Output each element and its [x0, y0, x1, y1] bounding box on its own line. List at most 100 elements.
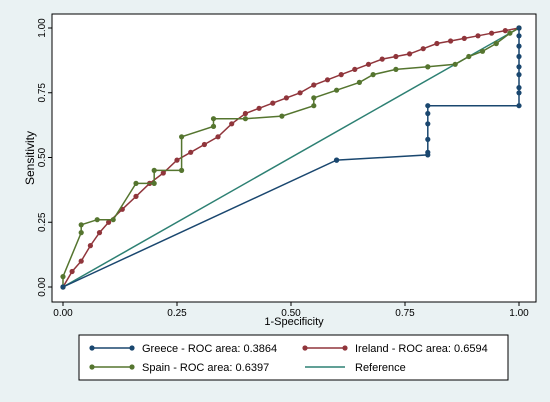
data-point	[133, 180, 139, 186]
data-point	[174, 157, 180, 163]
legend-item: Reference	[305, 362, 406, 374]
legend-item: Spain - ROC area: 0.6397	[89, 362, 269, 374]
data-point	[201, 141, 207, 148]
data-point	[475, 33, 481, 39]
data-point	[242, 116, 248, 122]
data-point	[425, 136, 431, 142]
legend-box	[78, 334, 509, 381]
data-point	[133, 193, 139, 199]
data-point	[324, 77, 331, 83]
legend-label: Spain - ROC area: 0.6397	[142, 362, 269, 374]
data-point	[334, 157, 340, 163]
data-point	[60, 284, 66, 290]
x-tick-label: 1.00	[509, 308, 529, 319]
data-point	[379, 56, 385, 62]
data-point	[489, 30, 495, 36]
legend-swatch-marker	[89, 364, 95, 370]
data-point	[466, 53, 472, 60]
legend-label: Reference	[355, 362, 406, 374]
data-point	[425, 110, 431, 117]
legend-swatch-marker	[129, 364, 135, 370]
data-point	[434, 40, 440, 47]
series-line	[62, 27, 520, 288]
x-tick-label: 0.25	[167, 308, 187, 319]
data-point	[516, 25, 522, 31]
data-point	[270, 100, 276, 106]
data-point	[502, 28, 508, 34]
data-point	[210, 123, 217, 129]
series-3	[62, 27, 520, 288]
data-point	[425, 121, 431, 127]
series-0	[60, 25, 522, 290]
data-point	[78, 230, 84, 236]
data-point	[479, 48, 486, 54]
data-point	[210, 116, 217, 122]
data-point	[352, 66, 358, 72]
x-tick-label: 0.50	[281, 308, 301, 319]
legend: Greece - ROC area: 0.3864 Ireland - ROC a…	[78, 334, 509, 381]
legend-label: Ireland - ROC area: 0.6594	[355, 343, 488, 355]
data-point	[516, 33, 522, 39]
data-point	[393, 53, 399, 60]
data-point	[188, 149, 194, 155]
data-point	[215, 134, 221, 140]
data-point	[242, 110, 248, 117]
y-axis-label: Sensitivity	[23, 131, 37, 185]
data-point	[493, 40, 499, 47]
legend-swatch-marker	[129, 345, 135, 351]
x-tick-label: 0.75	[395, 308, 415, 319]
data-point	[78, 222, 84, 228]
legend-item: Ireland - ROC area: 0.6594	[302, 343, 488, 355]
data-point	[179, 167, 185, 173]
y-tick-label: 1.00	[37, 18, 48, 38]
y-tick-label: 0.75	[37, 83, 48, 103]
data-point	[96, 230, 103, 236]
data-point	[507, 30, 513, 36]
data-point	[516, 72, 522, 78]
y-tick-label: 0.00	[37, 277, 48, 297]
data-point	[516, 103, 522, 109]
data-point	[179, 134, 185, 140]
data-point	[420, 46, 426, 52]
legend-swatch-marker	[89, 345, 95, 351]
data-point	[516, 85, 522, 91]
x-axis-label: 1-Specificity	[264, 316, 324, 328]
data-point	[516, 90, 522, 96]
data-point	[297, 90, 303, 96]
y-tick-label: 0.25	[37, 212, 48, 232]
legend-item: Greece - ROC area: 0.3864	[89, 343, 277, 355]
data-point	[393, 66, 399, 72]
data-point	[110, 217, 116, 223]
data-point	[311, 82, 317, 88]
data-point	[87, 243, 93, 249]
data-point	[69, 268, 75, 275]
data-point	[425, 64, 431, 70]
data-point	[151, 167, 157, 173]
data-point	[516, 43, 522, 49]
data-point	[407, 51, 413, 57]
data-point	[60, 274, 66, 280]
data-point	[106, 219, 112, 225]
data-point	[516, 64, 522, 70]
data-point	[94, 217, 100, 223]
data-point	[365, 61, 372, 67]
series-line	[62, 27, 520, 287]
data-point	[160, 170, 166, 176]
series-layer	[60, 25, 522, 290]
axes: 0.00 0.25 0.50 0.75 1.00 0.00 0.25 0.50 0.75 1.00	[37, 18, 529, 319]
data-point	[279, 113, 285, 119]
data-point	[311, 103, 317, 109]
x-tick-label: 0.00	[53, 308, 73, 319]
legend-swatch-marker	[302, 345, 308, 351]
data-point	[452, 61, 458, 67]
legend-items: Greece - ROC area: 0.3864 Ireland - ROC a…	[89, 343, 488, 374]
data-point	[516, 53, 522, 60]
data-point	[78, 258, 84, 264]
data-point	[311, 95, 317, 101]
data-point	[425, 149, 431, 155]
data-point	[356, 79, 362, 85]
data-point	[448, 38, 454, 44]
data-point	[283, 95, 289, 101]
data-point	[229, 121, 235, 127]
